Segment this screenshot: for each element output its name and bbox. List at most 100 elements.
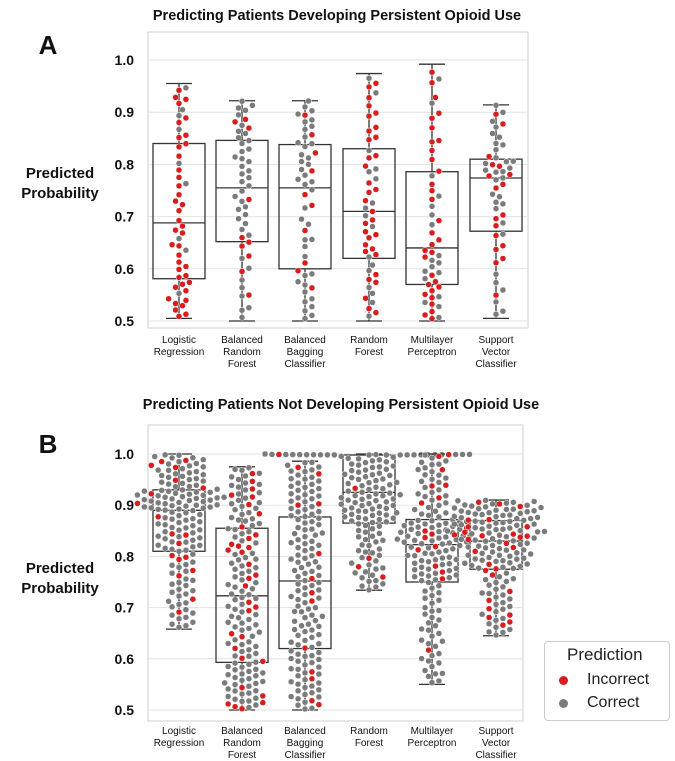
point-correct	[461, 560, 469, 567]
point-incorrect	[224, 546, 232, 554]
point-correct	[294, 558, 302, 566]
point-incorrect	[245, 599, 253, 606]
point-correct	[245, 675, 253, 682]
point-correct	[301, 540, 309, 547]
point-correct	[287, 665, 295, 673]
point-correct	[482, 166, 489, 174]
point-incorrect	[372, 134, 380, 141]
point-correct	[301, 118, 309, 126]
point-correct	[301, 281, 309, 289]
point-correct	[175, 512, 183, 519]
point-correct	[372, 175, 380, 183]
point-incorrect	[175, 251, 183, 259]
point-correct	[161, 494, 169, 501]
point-correct	[446, 567, 453, 574]
point-correct	[182, 622, 190, 629]
point-incorrect	[308, 167, 316, 175]
panel-label: A	[39, 30, 58, 60]
point-correct	[308, 495, 316, 503]
point-correct	[369, 299, 376, 306]
point-correct	[451, 513, 458, 520]
point-correct	[231, 659, 239, 667]
point-correct	[315, 521, 323, 528]
point-correct	[154, 499, 162, 507]
point-correct	[287, 655, 295, 662]
point-correct	[499, 599, 507, 606]
point-correct	[231, 687, 239, 695]
point-correct	[231, 506, 239, 513]
point-correct	[182, 567, 190, 575]
point-incorrect	[435, 453, 443, 460]
point-correct	[411, 573, 418, 580]
point-correct	[499, 615, 507, 622]
point-correct	[471, 524, 479, 531]
point-incorrect	[182, 457, 190, 464]
y-tick-label: 1.0	[115, 52, 135, 68]
point-correct	[341, 506, 348, 514]
point-correct	[252, 611, 260, 618]
point-correct	[189, 543, 197, 551]
y-tick-label: 0.9	[115, 104, 135, 120]
point-correct	[256, 481, 263, 488]
point-incorrect	[506, 588, 514, 595]
point-incorrect	[134, 500, 141, 507]
point-correct	[513, 555, 521, 563]
point-correct	[458, 521, 465, 529]
point-correct	[428, 99, 436, 107]
point-incorrect	[485, 172, 493, 180]
point-correct	[301, 253, 309, 260]
point-incorrect	[252, 603, 260, 611]
point-incorrect	[231, 645, 239, 652]
point-correct	[315, 463, 323, 471]
point-correct	[154, 541, 162, 549]
point-correct	[492, 513, 500, 520]
point-incorrect	[362, 241, 369, 249]
point-incorrect	[351, 485, 359, 492]
point-correct	[451, 520, 458, 528]
point-correct	[175, 458, 183, 465]
point-correct	[168, 570, 176, 577]
point-incorrect	[175, 540, 183, 547]
point-correct	[482, 503, 489, 511]
point-correct	[301, 661, 309, 669]
point-incorrect	[175, 174, 183, 181]
point-incorrect	[499, 621, 507, 629]
category-label: Balanced	[221, 726, 263, 737]
point-correct	[245, 174, 253, 181]
point-correct	[182, 547, 190, 554]
point-correct	[390, 502, 397, 509]
point-correct	[365, 479, 373, 486]
point-correct	[298, 215, 305, 223]
point-correct	[308, 682, 316, 690]
point-incorrect	[238, 523, 246, 531]
point-incorrect	[238, 655, 246, 662]
point-correct	[492, 585, 500, 593]
point-correct	[401, 522, 408, 529]
point-correct	[499, 519, 507, 526]
point-correct	[331, 451, 338, 459]
point-correct	[301, 526, 309, 534]
point-correct	[161, 535, 169, 543]
point-correct	[442, 547, 450, 554]
point-correct	[287, 555, 295, 563]
point-correct	[249, 515, 256, 523]
point-correct	[475, 542, 482, 550]
point-correct	[348, 511, 355, 518]
point-incorrect	[435, 494, 443, 502]
point-incorrect	[365, 94, 373, 101]
point-correct	[315, 586, 323, 594]
point-incorrect	[465, 516, 472, 524]
point-correct	[245, 167, 253, 175]
point-incorrect	[238, 633, 246, 640]
point-correct	[496, 133, 503, 141]
point-correct	[182, 516, 190, 524]
point-incorrect	[315, 550, 323, 557]
point-correct	[478, 550, 486, 557]
point-incorrect	[517, 503, 524, 510]
point-correct	[421, 587, 429, 595]
point-incorrect	[179, 201, 186, 208]
point-correct	[435, 659, 443, 667]
point-correct	[228, 590, 235, 598]
point-correct	[308, 552, 316, 560]
point-correct	[245, 158, 253, 165]
